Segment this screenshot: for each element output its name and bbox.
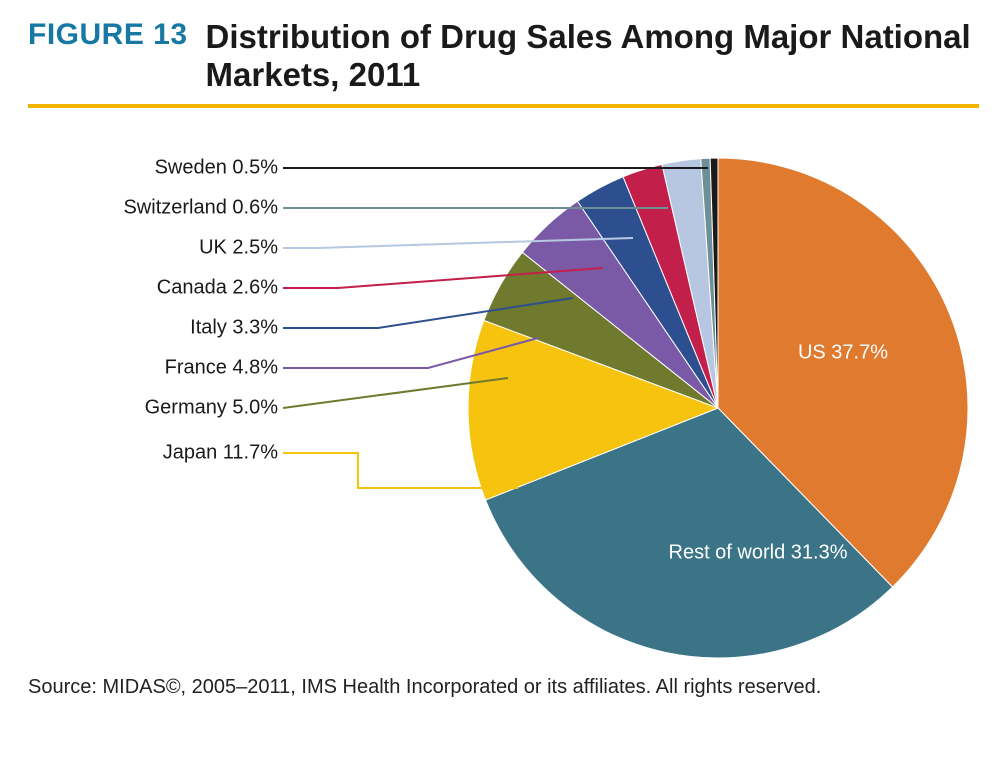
pie-chart: US 37.7% Rest of world 31.3% Japan 11.7% Ge… bbox=[28, 108, 979, 668]
slice-label-switzerland: Switzerland 0.6% bbox=[123, 196, 278, 218]
slice-label-france: France 4.8% bbox=[165, 356, 279, 378]
slice-label-italy: Italy 3.3% bbox=[190, 316, 278, 338]
figure-container: FIGURE 13 Distribution of Drug Sales Amo… bbox=[0, 0, 1007, 767]
slice-label-uk: UK 2.5% bbox=[199, 236, 278, 258]
figure-label: FIGURE 13 bbox=[28, 18, 188, 51]
title-row: FIGURE 13 Distribution of Drug Sales Amo… bbox=[28, 18, 979, 94]
slice-label-canada: Canada 2.6% bbox=[157, 276, 278, 298]
slice-label-us: US 37.7% bbox=[798, 341, 888, 363]
slice-label-japan: Japan 11.7% bbox=[163, 441, 278, 463]
slice-label-germany: Germany 5.0% bbox=[145, 396, 279, 418]
figure-title: Distribution of Drug Sales Among Major N… bbox=[206, 18, 979, 94]
slice-label-rest-of-world: Rest of world 31.3% bbox=[669, 541, 848, 563]
pie-chart-svg: US 37.7% Rest of world 31.3% Japan 11.7% Ge… bbox=[28, 108, 979, 668]
source-text: Source: MIDAS©, 2005–2011, IMS Health In… bbox=[28, 676, 979, 699]
slice-label-sweden: Sweden 0.5% bbox=[155, 156, 279, 178]
